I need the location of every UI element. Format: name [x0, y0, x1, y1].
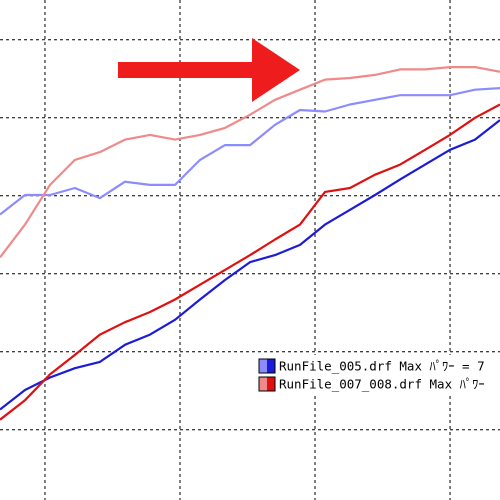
arrow	[118, 38, 300, 102]
legend-label: RunFile_007_008.drf Max ﾊﾟﾜｰ	[279, 377, 485, 392]
legend-label: RunFile_005.drf Max ﾊﾟﾜｰ = 7	[279, 359, 485, 374]
lines	[0, 66, 500, 421]
legend-swatch-border	[258, 358, 276, 374]
series-line	[0, 119, 500, 411]
legend: RunFile_005.drf Max ﾊﾟﾜｰ = 7 RunFile_007_…	[256, 355, 500, 395]
legend-swatch	[259, 377, 267, 391]
series-line	[0, 66, 500, 259]
legend-swatch-border	[258, 376, 276, 392]
series-line	[0, 103, 500, 421]
legend-swatch	[259, 359, 267, 373]
legend-swatch	[267, 377, 275, 391]
series-line	[0, 87, 500, 216]
legend-swatch	[267, 359, 275, 373]
legend-box	[256, 355, 500, 395]
